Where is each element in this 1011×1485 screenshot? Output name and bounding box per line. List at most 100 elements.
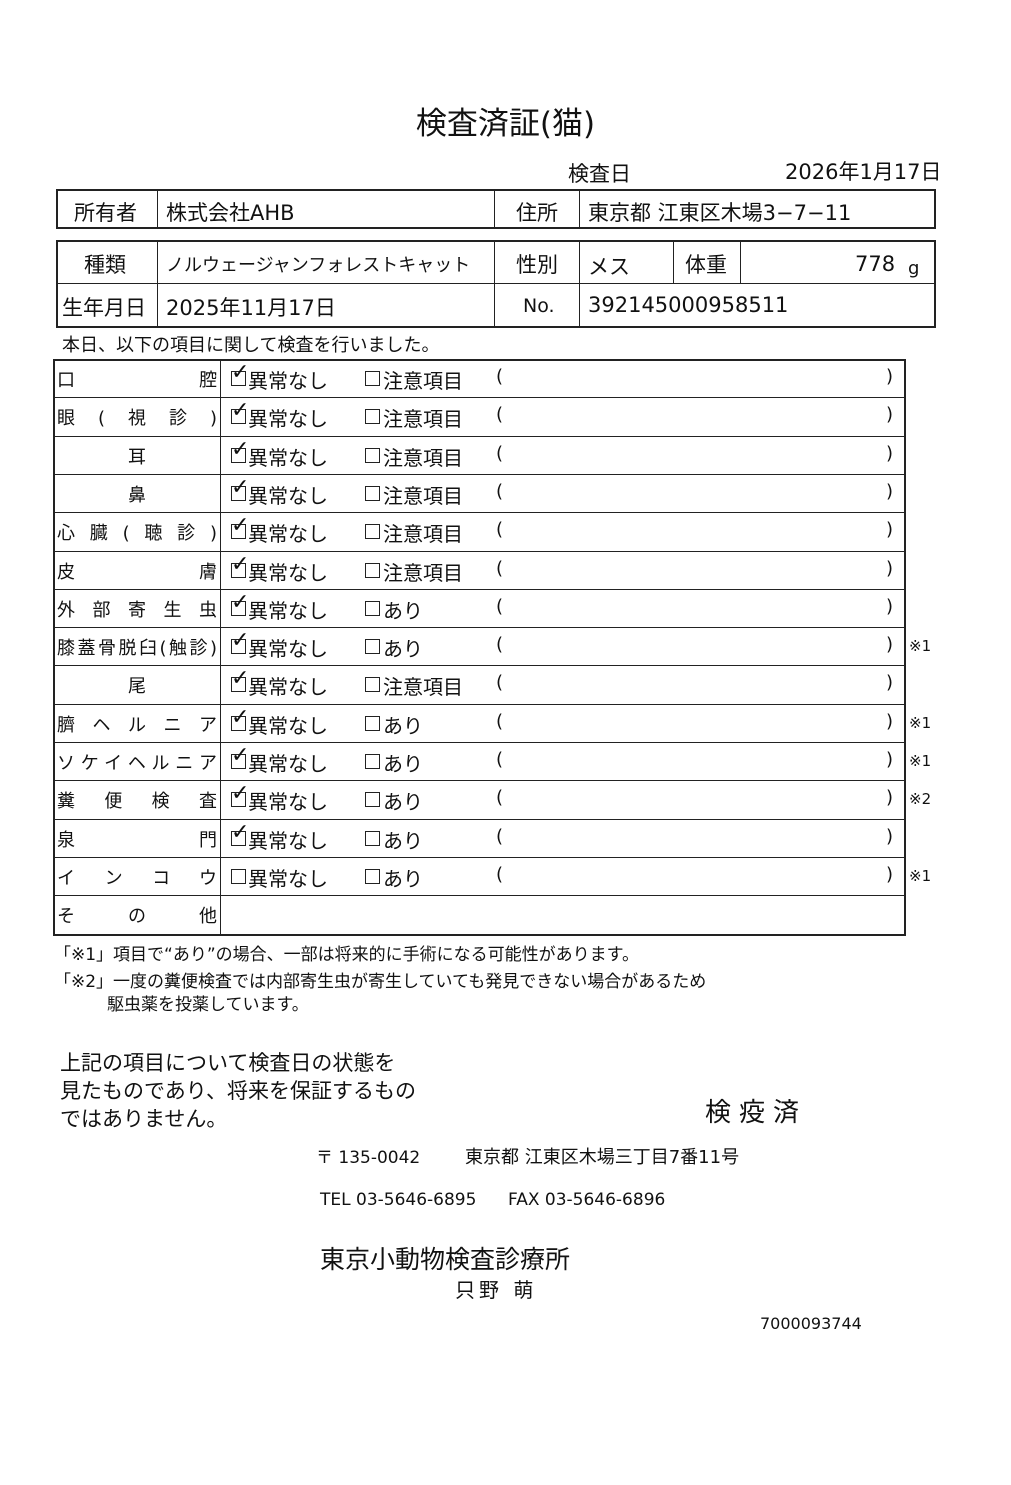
checkbox xyxy=(365,524,380,540)
normal-label: 異常なし xyxy=(248,598,328,623)
bracket: ( xyxy=(496,595,504,617)
bracket: ( xyxy=(496,749,504,770)
checkbox xyxy=(231,754,246,769)
normal-label: 異常なし xyxy=(248,713,328,738)
check-mark: ✓ xyxy=(231,819,250,845)
check-mark: ✓ xyxy=(231,743,250,768)
normal-label: 異常なし xyxy=(248,866,328,891)
kind: ノルウェージャンフォレストキャット xyxy=(166,255,471,276)
bracket: ( xyxy=(496,480,504,502)
checkbox xyxy=(365,639,380,655)
note: 「※2」一度の糞便検査では内部寄生虫が寄生していても発見できない場合があるため xyxy=(54,972,707,992)
checkbox xyxy=(231,409,246,425)
bracket: ( xyxy=(496,825,504,847)
check-mark: ✓ xyxy=(231,781,250,807)
checkbox xyxy=(231,715,246,731)
bracket: ) xyxy=(886,519,894,541)
check-mark: ✓ xyxy=(231,513,250,539)
doctor: 只野 萌 xyxy=(455,1278,538,1302)
footnote-mark: ※1 xyxy=(909,637,932,656)
other-label: あり xyxy=(383,637,423,662)
divider xyxy=(54,397,905,399)
check-mark: ✓ xyxy=(231,666,250,692)
check-mark: ✓ xyxy=(231,551,250,577)
divider xyxy=(54,665,905,667)
item-name: 口腔 xyxy=(57,370,217,391)
checkbox xyxy=(365,562,380,578)
normal-label: 異常なし xyxy=(248,560,328,585)
divider xyxy=(157,241,158,327)
bracket: ) xyxy=(886,595,894,617)
other-label: あり xyxy=(383,713,423,738)
birth-label: 生年月日 xyxy=(62,296,146,320)
weight-label: 体重 xyxy=(685,253,727,277)
checkbox xyxy=(231,524,246,540)
checkbox xyxy=(365,371,380,386)
normal-label: 異常なし xyxy=(248,790,328,815)
bracket: ) xyxy=(886,366,894,387)
disclaimer: ではありません。 xyxy=(60,1107,228,1131)
bracket: ( xyxy=(496,710,504,732)
divider xyxy=(220,359,221,934)
divider xyxy=(579,241,580,327)
item-name: その他 xyxy=(57,906,217,928)
bracket: ) xyxy=(886,710,894,732)
bracket: ) xyxy=(886,825,894,847)
checkbox xyxy=(231,485,246,501)
other-label: あり xyxy=(383,598,423,623)
clinic: 東京小動物検査診療所 xyxy=(320,1245,571,1274)
other-label: 注意項目 xyxy=(383,445,463,470)
bracket: ) xyxy=(886,672,894,694)
check-mark: ✓ xyxy=(231,628,250,654)
table-frame xyxy=(53,359,906,936)
number-label: No. xyxy=(523,295,555,317)
divider xyxy=(57,283,935,284)
other-label: 注意項目 xyxy=(383,522,463,547)
owner-label: 所有者 xyxy=(74,201,137,225)
divider xyxy=(740,241,741,283)
stamp: 検疫済 xyxy=(705,1098,808,1128)
note: 「※1」項目で“あり”の場合、一部は将来的に手術になる可能性があります。 xyxy=(54,945,639,965)
normal-label: 異常なし xyxy=(248,522,328,547)
other-label: あり xyxy=(383,828,423,853)
divider xyxy=(157,190,158,228)
disclaimer: 見たものであり、将来を保証するもの xyxy=(60,1079,416,1103)
bracket: ) xyxy=(886,634,894,656)
other-label: 注意項目 xyxy=(383,407,463,432)
checkbox xyxy=(231,792,246,808)
item-name: 泉門 xyxy=(57,829,217,851)
fax: FAX 03-5646-6896 xyxy=(508,1190,666,1210)
bracket: ) xyxy=(886,480,894,502)
bracket: ) xyxy=(886,557,894,579)
check-mark: ✓ xyxy=(231,474,250,500)
footnote-mark: ※1 xyxy=(909,866,932,885)
other-label: 注意項目 xyxy=(383,369,463,393)
checkbox xyxy=(365,447,380,463)
divider xyxy=(54,818,905,820)
normal-label: 異常なし xyxy=(248,828,328,853)
bracket: ( xyxy=(496,787,504,809)
divider xyxy=(54,895,905,897)
divider xyxy=(54,512,905,514)
checkbox xyxy=(365,409,380,425)
normal-label: 異常なし xyxy=(248,637,328,662)
divider xyxy=(54,435,905,437)
divider xyxy=(54,856,905,858)
divider xyxy=(54,703,905,705)
normal-label: 異常なし xyxy=(248,752,328,776)
pet-table xyxy=(56,240,936,328)
note: 駆虫薬を投薬しています。 xyxy=(107,995,309,1015)
other-label: あり xyxy=(383,866,423,891)
divider xyxy=(54,550,905,552)
normal-label: 異常なし xyxy=(248,369,328,393)
divider xyxy=(54,780,905,782)
owner-table xyxy=(56,189,936,229)
bracket: ( xyxy=(496,442,504,464)
checkbox xyxy=(365,792,380,808)
checkbox xyxy=(365,600,380,616)
clinic-address: 東京都 江東区木場三丁目7番11号 xyxy=(465,1147,740,1168)
bracket: ) xyxy=(886,404,894,426)
item-name: 心臓(聴診) xyxy=(57,523,217,545)
owner: 株式会社AHB xyxy=(166,201,295,225)
